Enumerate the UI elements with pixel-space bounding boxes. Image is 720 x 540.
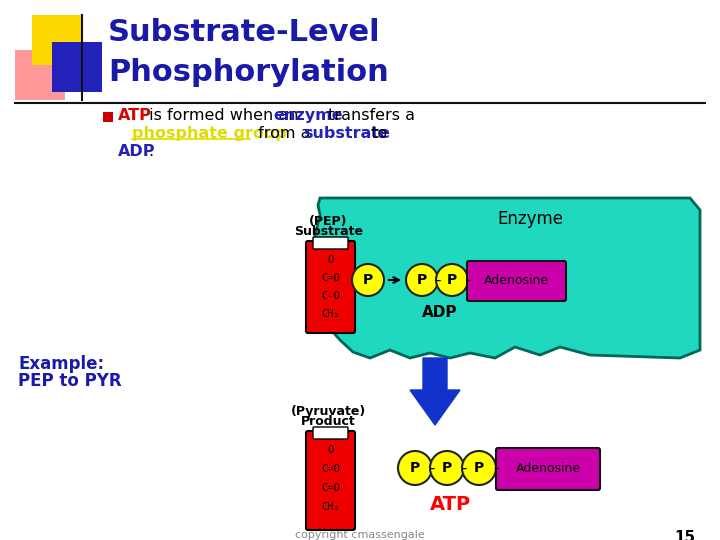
Text: O: O xyxy=(328,445,333,455)
Text: ADP: ADP xyxy=(118,144,156,159)
FancyBboxPatch shape xyxy=(313,427,348,439)
Text: ATP: ATP xyxy=(429,495,471,514)
Text: -: - xyxy=(465,273,471,287)
FancyBboxPatch shape xyxy=(467,261,566,301)
Text: transfers a: transfers a xyxy=(323,108,415,123)
Text: -: - xyxy=(429,461,435,476)
FancyBboxPatch shape xyxy=(306,241,355,333)
Text: Adenosine: Adenosine xyxy=(484,274,549,287)
Text: Substrate: Substrate xyxy=(294,225,363,238)
Text: O: O xyxy=(328,255,333,265)
Text: 15: 15 xyxy=(674,530,695,540)
Text: ADP: ADP xyxy=(422,305,458,320)
FancyBboxPatch shape xyxy=(313,237,348,249)
Text: C=O: C=O xyxy=(321,464,340,474)
Text: P: P xyxy=(447,273,457,287)
Text: P: P xyxy=(417,273,427,287)
Text: C-O: C-O xyxy=(321,291,340,301)
Circle shape xyxy=(406,264,438,296)
Text: P: P xyxy=(442,461,452,475)
Text: copyright cmassengale: copyright cmassengale xyxy=(295,530,425,540)
Text: is formed when an: is formed when an xyxy=(144,108,304,123)
Text: C=O: C=O xyxy=(321,273,340,283)
Text: Adenosine: Adenosine xyxy=(516,462,580,476)
FancyBboxPatch shape xyxy=(496,448,600,490)
Text: enzyme: enzyme xyxy=(273,108,343,123)
Circle shape xyxy=(430,451,464,485)
Text: CH₂: CH₂ xyxy=(321,309,340,319)
Polygon shape xyxy=(103,112,113,122)
Text: Product: Product xyxy=(301,415,356,428)
Text: Example:: Example: xyxy=(18,355,104,373)
Polygon shape xyxy=(15,50,65,100)
Text: substrate: substrate xyxy=(303,126,390,141)
Text: -: - xyxy=(462,461,467,476)
Text: P: P xyxy=(363,273,373,287)
Polygon shape xyxy=(52,42,102,92)
Circle shape xyxy=(462,451,496,485)
Circle shape xyxy=(436,264,468,296)
Text: CH₃: CH₃ xyxy=(321,502,340,512)
Text: from a: from a xyxy=(253,126,315,141)
Text: -: - xyxy=(436,273,441,287)
Text: PEP to PYR: PEP to PYR xyxy=(18,372,122,390)
Text: Substrate-Level: Substrate-Level xyxy=(108,18,381,47)
Text: ATP: ATP xyxy=(118,108,152,123)
Text: Phosphorylation: Phosphorylation xyxy=(108,58,389,87)
Text: Enzyme: Enzyme xyxy=(497,210,563,228)
Polygon shape xyxy=(410,358,460,425)
Text: phosphate group: phosphate group xyxy=(132,126,287,141)
Polygon shape xyxy=(32,15,82,65)
Text: -: - xyxy=(493,461,499,476)
Text: P: P xyxy=(410,461,420,475)
FancyBboxPatch shape xyxy=(306,431,355,530)
Circle shape xyxy=(398,451,432,485)
Text: to: to xyxy=(366,126,387,141)
Text: P: P xyxy=(474,461,484,475)
Text: C=O: C=O xyxy=(321,483,340,493)
Text: (Pyruvate): (Pyruvate) xyxy=(291,405,366,418)
Text: (PEP): (PEP) xyxy=(310,215,348,228)
Polygon shape xyxy=(312,198,700,358)
Circle shape xyxy=(352,264,384,296)
Text: .: . xyxy=(148,144,153,159)
